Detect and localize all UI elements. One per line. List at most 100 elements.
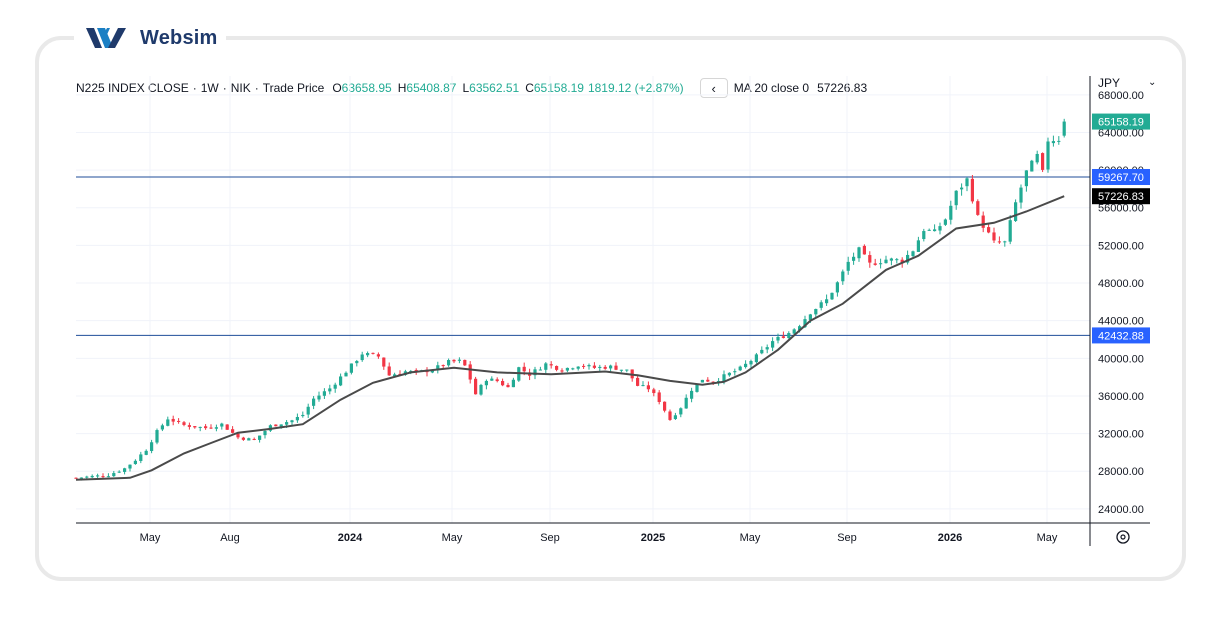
high-label: H <box>397 81 407 95</box>
price-tick-label: 32000.00 <box>1098 429 1144 441</box>
candle-body <box>636 377 640 386</box>
low-value: 63562.51 <box>469 81 520 95</box>
change-value: 1819.12 (+2.87%) <box>587 81 684 95</box>
candle-body <box>214 427 218 429</box>
candle-body <box>479 384 483 395</box>
candle-body <box>1051 141 1055 144</box>
candle-body <box>360 354 364 361</box>
ma-value-badge: 57226.83 <box>1098 191 1144 203</box>
candle-body <box>366 353 370 356</box>
chart-grid <box>76 76 1090 523</box>
candle-body <box>117 471 121 473</box>
price-tick-label: 48000.00 <box>1098 278 1144 290</box>
collapse-legend-button[interactable]: ‹ <box>699 78 728 98</box>
symbol-name[interactable]: N225 INDEX CLOSE <box>76 81 189 95</box>
candle-body <box>657 392 661 402</box>
candle-body <box>522 366 526 372</box>
brand-name: Websim <box>140 26 218 49</box>
candle-body <box>312 398 316 406</box>
candle-body <box>922 231 926 240</box>
candle-body <box>987 227 991 233</box>
candle-body <box>506 384 510 388</box>
candle-body <box>1030 160 1034 172</box>
candlestick-series <box>74 118 1066 481</box>
chart-card <box>35 36 1186 581</box>
candle-body <box>90 475 94 478</box>
candle-body <box>722 374 726 382</box>
brand-logo[interactable]: Websim <box>74 22 226 54</box>
separator-dot: · <box>192 81 197 95</box>
candle-body <box>954 190 958 206</box>
candle-body <box>781 336 785 338</box>
candle-body <box>690 390 694 399</box>
candle-body <box>79 477 83 479</box>
low-label: L <box>462 81 470 95</box>
candle-body <box>803 319 807 328</box>
candle-body <box>333 384 337 389</box>
candle-body <box>101 476 105 478</box>
candle-body <box>457 359 461 361</box>
candle-body <box>430 370 434 373</box>
candle-body <box>355 360 359 364</box>
open-label: O <box>332 81 342 95</box>
time-tick-label: May <box>442 532 463 544</box>
candle-body <box>943 219 947 225</box>
candle-body <box>533 369 537 376</box>
candle-body <box>938 226 942 231</box>
candle-body <box>933 229 937 232</box>
candle-body <box>1057 140 1061 142</box>
candle-body <box>112 473 116 477</box>
currency-selector[interactable]: JPY ⌄ <box>1098 76 1156 90</box>
candle-body <box>285 422 289 425</box>
candle-body <box>819 302 823 308</box>
candle-body <box>382 357 386 367</box>
settings-button[interactable] <box>1116 530 1130 544</box>
interval-label[interactable]: 1W <box>200 81 219 95</box>
candle-body <box>279 424 283 427</box>
close-value: 65158.19 <box>533 81 584 95</box>
indicator-label[interactable]: MA 20 close 0 <box>733 81 810 95</box>
candle-body <box>160 425 164 430</box>
candle-body <box>484 380 488 386</box>
websim-logo-icon <box>86 28 126 48</box>
candle-body <box>133 460 137 465</box>
price-tick-label: 24000.00 <box>1098 504 1144 516</box>
candle-body <box>166 419 170 426</box>
high-value: 65408.87 <box>406 81 457 95</box>
candle-body <box>787 333 791 339</box>
candle-body <box>825 299 829 304</box>
candle-body <box>900 259 904 263</box>
candle-body <box>1024 170 1028 187</box>
last-price-badge: 65158.19 <box>1098 117 1144 129</box>
candle-body <box>673 415 677 420</box>
candle-body <box>976 201 980 215</box>
candle-body <box>879 263 883 265</box>
candle-body <box>846 261 850 271</box>
candle-body <box>814 309 818 315</box>
candle-body <box>652 389 656 394</box>
candle-body <box>241 437 245 440</box>
candle-body <box>225 424 229 430</box>
candle-body <box>679 408 683 415</box>
candle-body <box>592 365 596 368</box>
candle-body <box>1008 220 1012 242</box>
candle-body <box>236 433 240 438</box>
candle-body <box>895 259 899 261</box>
candle-body <box>776 336 780 341</box>
candle-body <box>371 352 375 354</box>
candle-body <box>700 379 704 383</box>
candle-body <box>436 365 440 371</box>
candle-body <box>74 477 78 479</box>
indicator-value: 57226.83 <box>817 81 868 95</box>
upper-line-badge-bg <box>1092 168 1150 185</box>
candle-body <box>835 282 839 293</box>
candle-body <box>727 372 731 376</box>
candle-body <box>663 401 667 411</box>
price-tick-label: 64000.00 <box>1098 127 1144 139</box>
lower-line-badge: 42432.88 <box>1098 330 1144 342</box>
time-tick-label: 2026 <box>938 532 962 544</box>
lower-line-badge-bg <box>1092 327 1150 344</box>
candle-body <box>868 255 872 263</box>
candle-body <box>247 438 251 441</box>
